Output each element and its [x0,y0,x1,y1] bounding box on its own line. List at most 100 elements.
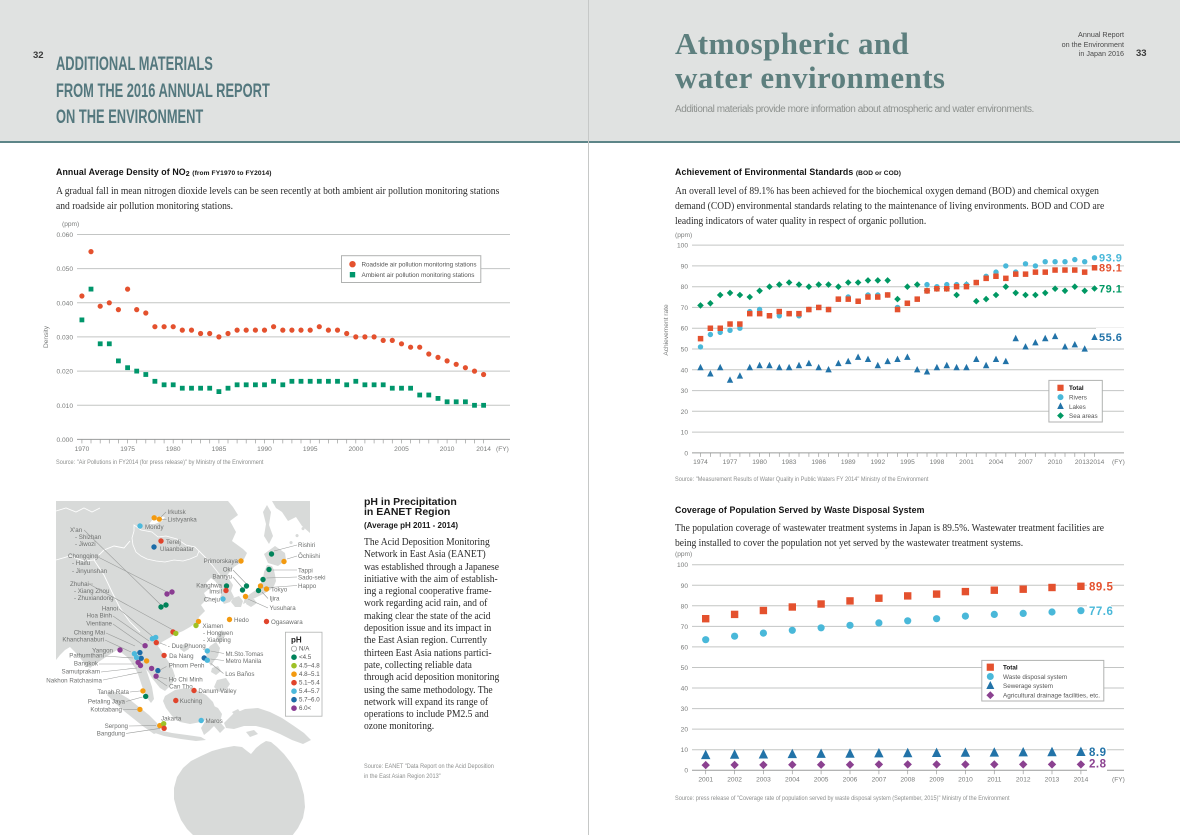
svg-text:1998: 1998 [930,459,945,466]
svg-text:Roadside air pollution monitor: Roadside air pollution monitoring statio… [362,262,477,269]
svg-text:Rishiri: Rishiri [298,542,315,549]
svg-text:Khanchanaburi: Khanchanaburi [62,637,104,644]
svg-text:- Jiwozi: - Jiwozi [75,541,96,548]
svg-text:Total: Total [1003,665,1018,672]
svg-text:0.030: 0.030 [56,334,73,341]
svg-text:Kuching: Kuching [180,698,203,705]
svg-text:Banryu: Banryu [212,574,232,581]
svg-text:Nakhon Ratchasima: Nakhon Ratchasima [46,678,102,685]
svg-text:1986: 1986 [811,459,826,466]
svg-text:2007: 2007 [1018,459,1033,466]
svg-text:(ppm): (ppm) [675,551,692,558]
svg-text:10: 10 [681,430,689,437]
svg-text:2.8: 2.8 [1089,759,1107,771]
svg-text:2003: 2003 [756,777,771,784]
svg-text:- Shizhan: - Shizhan [75,534,102,541]
svg-text:1980: 1980 [752,459,767,466]
svg-text:(FY): (FY) [1112,459,1125,466]
svg-text:4.5–4.8: 4.5–4.8 [299,663,320,670]
svg-text:Sea areas: Sea areas [1069,413,1098,420]
svg-text:80: 80 [681,603,689,610]
svg-text:Rivers: Rivers [1069,395,1087,402]
svg-text:Sewerage system: Sewerage system [1003,683,1053,690]
svg-text:0: 0 [684,768,688,775]
svg-text:Tappi: Tappi [298,568,313,575]
svg-text:- Haifu: - Haifu [72,560,91,567]
svg-text:90: 90 [681,583,689,590]
svg-text:80: 80 [681,284,689,291]
svg-text:N/A: N/A [299,646,310,653]
svg-text:5.7–6.0: 5.7–6.0 [299,697,320,704]
svg-text:Imsil: Imsil [209,589,222,596]
svg-text:Yangon: Yangon [92,648,113,655]
svg-text:Waste disposal system: Waste disposal system [1003,674,1067,681]
svg-text:2014: 2014 [476,446,491,453]
svg-text:(ppm): (ppm) [62,221,79,228]
svg-text:2004: 2004 [785,777,800,784]
svg-text:Mondy: Mondy [145,524,164,531]
svg-text:0.000: 0.000 [56,437,73,444]
svg-text:0.020: 0.020 [56,369,73,376]
svg-text:2005: 2005 [394,446,409,453]
svg-text:- Jinyunshan: - Jinyunshan [72,568,108,575]
svg-text:2014: 2014 [1090,459,1105,466]
svg-text:(ppm): (ppm) [675,232,692,239]
svg-text:Happo: Happo [298,583,317,590]
svg-text:1990: 1990 [257,446,272,453]
svg-text:90: 90 [681,263,689,270]
svg-text:2007: 2007 [872,777,887,784]
svg-text:5.1–5.4: 5.1–5.4 [299,680,320,687]
svg-text:40: 40 [681,686,689,693]
svg-text:30: 30 [681,706,689,713]
svg-text:Jakarta: Jakarta [161,716,182,723]
svg-text:79.1: 79.1 [1099,283,1122,295]
svg-text:(FY): (FY) [1112,777,1125,784]
svg-text:Metro Manila: Metro Manila [226,658,262,665]
svg-text:Bangdung: Bangdung [97,731,126,738]
svg-text:89.1: 89.1 [1099,263,1122,275]
svg-text:20: 20 [681,409,689,416]
svg-text:89.5: 89.5 [1089,581,1113,593]
svg-text:Irkutsk: Irkutsk [168,509,187,516]
svg-text:X'an: X'an [70,527,83,534]
svg-text:2004: 2004 [989,459,1004,466]
svg-text:20: 20 [681,727,689,734]
svg-text:6.0<: 6.0< [299,705,312,712]
svg-text:40: 40 [681,367,689,374]
svg-text:1983: 1983 [782,459,797,466]
svg-text:Zhuhai: Zhuhai [70,581,89,588]
svg-text:pH: pH [291,636,302,645]
svg-text:Ulaanbaatar: Ulaanbaatar [160,546,194,553]
svg-text:Total: Total [1069,385,1084,392]
svg-text:0: 0 [684,450,688,457]
svg-text:Kototabang: Kototabang [90,707,122,714]
svg-text:Los Baños: Los Baños [225,671,254,678]
svg-text:100: 100 [677,243,688,250]
svg-text:1995: 1995 [900,459,915,466]
svg-text:77.6: 77.6 [1089,606,1113,618]
svg-text:Ijira: Ijira [270,596,281,603]
svg-text:70: 70 [681,624,689,631]
svg-text:2005: 2005 [814,777,829,784]
svg-text:Sado-seki: Sado-seki [298,575,326,582]
svg-text:2008: 2008 [900,777,915,784]
svg-text:2001: 2001 [959,459,974,466]
svg-text:Kanghwa: Kanghwa [196,583,222,590]
svg-text:- Xiang Zhou: - Xiang Zhou [74,588,110,595]
svg-text:2009: 2009 [929,777,944,784]
svg-text:2010: 2010 [958,777,973,784]
svg-text:- Zhuxiandong: - Zhuxiandong [74,595,114,602]
svg-text:2011: 2011 [987,777,1002,784]
svg-text:30: 30 [681,388,689,395]
svg-text:Chiang Mai: Chiang Mai [74,630,105,637]
svg-text:- Xiaoping: - Xiaoping [203,637,231,644]
svg-text:(FY): (FY) [496,446,509,453]
svg-text:Hoa Binh: Hoa Binh [87,613,113,620]
svg-text:1974: 1974 [693,459,708,466]
svg-text:Oki: Oki [223,567,232,574]
svg-text:Agricultural drainage faciliti: Agricultural drainage facilities, etc. [1003,693,1100,700]
svg-text:Danum Valley: Danum Valley [198,688,237,695]
svg-text:- Hongwen: - Hongwen [203,630,233,637]
svg-text:50: 50 [681,347,689,354]
svg-text:55.6: 55.6 [1099,332,1122,344]
